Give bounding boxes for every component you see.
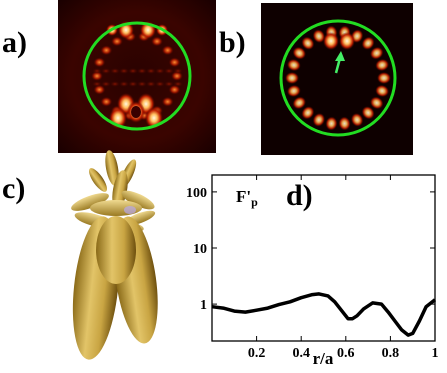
bright-spot <box>339 32 355 50</box>
mode-spot <box>369 46 384 60</box>
dark-core <box>131 106 141 118</box>
mode-spot <box>325 116 338 131</box>
plot-frame <box>211 174 436 342</box>
mode-spots-b <box>285 25 391 131</box>
mode-spot <box>100 96 113 107</box>
mode-spot <box>164 81 174 87</box>
mode-spot <box>101 81 111 87</box>
mode-spot <box>93 84 106 95</box>
mode-spot <box>312 29 326 43</box>
mode-spot <box>173 81 183 87</box>
mode-spot <box>119 81 129 87</box>
mode-spot <box>173 68 183 74</box>
mode-spot <box>155 68 165 74</box>
y-tick-label: 10 <box>193 242 207 257</box>
mode-spot <box>285 72 299 84</box>
mode-spot <box>161 45 174 56</box>
ring-b <box>279 19 397 137</box>
chart-d: 1 10 100 0.2 0.4 0.6 0.8 1 F'p d) r/a <box>186 174 439 368</box>
x-tick-label: 0.6 <box>337 346 355 361</box>
mode-spots-a <box>91 21 183 129</box>
mode-spot <box>137 68 147 74</box>
mode-spot <box>110 81 120 87</box>
y-tick-label: 1 <box>200 298 207 313</box>
mode-spot <box>110 68 120 74</box>
mode-spot <box>301 106 315 120</box>
x-tick-label: 0.4 <box>292 346 310 361</box>
inline-label: F'p <box>236 187 258 209</box>
bright-spot <box>323 32 339 50</box>
mode-spot <box>111 36 123 47</box>
mode-spot <box>286 84 301 98</box>
panel-label-a: a) <box>2 26 27 59</box>
mode-spot <box>312 113 326 127</box>
mode-spot <box>377 72 391 84</box>
mode-spot <box>375 84 390 98</box>
mode-spot <box>292 96 307 110</box>
mode-spot <box>161 96 174 107</box>
series-line <box>211 292 437 337</box>
mode-spot <box>155 81 165 87</box>
mode-spot <box>369 96 384 110</box>
mode-spot <box>146 68 156 74</box>
x-tick-label: 1 <box>432 346 439 361</box>
mode-spot <box>101 68 111 74</box>
mode-spot <box>292 46 307 60</box>
mode-spot <box>164 68 174 74</box>
mode-spot <box>301 36 315 50</box>
mode-spot <box>93 57 106 68</box>
mode-spot <box>128 68 138 74</box>
mode-spot <box>361 106 375 120</box>
ring-a <box>82 21 192 131</box>
x-axis-label: r/a <box>313 349 334 368</box>
field-map-a <box>58 0 216 153</box>
x-axis: 0.2 0.4 0.6 0.8 1 <box>248 175 439 361</box>
mode-spot <box>137 81 147 87</box>
x-tick-label: 0.2 <box>248 346 266 361</box>
mode-spot <box>91 71 103 81</box>
mode-spot <box>92 81 102 87</box>
mode-spot <box>100 45 113 56</box>
y-axis: 1 10 100 <box>186 186 435 313</box>
mode-spot <box>168 84 181 95</box>
panel-label-b: b) <box>219 26 246 59</box>
radiation-pattern-3d <box>71 150 158 360</box>
mode-spot <box>168 57 181 68</box>
mode-spot <box>361 36 375 50</box>
arrow-icon <box>334 51 345 74</box>
lobes <box>71 150 158 360</box>
x-tick-label: 0.8 <box>382 346 400 361</box>
mode-spot <box>128 81 138 87</box>
mode-spot <box>286 58 301 72</box>
mode-spot <box>151 36 163 47</box>
panel-label-d: d) <box>286 179 313 212</box>
y-tick-label: 100 <box>186 186 207 201</box>
mode-spot <box>375 58 390 72</box>
field-map-b <box>261 3 413 155</box>
mode-spot <box>350 113 364 127</box>
mode-spot <box>119 68 129 74</box>
mode-spot <box>146 81 156 87</box>
mode-spot <box>338 116 351 131</box>
panel-label-c: c) <box>2 172 26 205</box>
mode-spot <box>92 68 102 74</box>
